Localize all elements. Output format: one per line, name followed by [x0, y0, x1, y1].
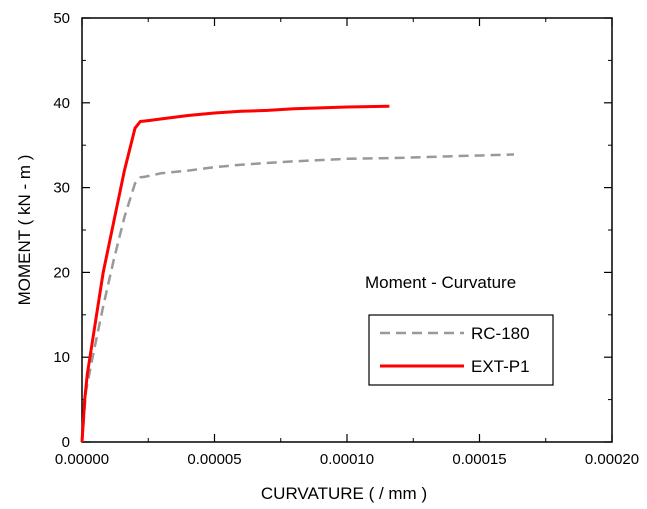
chart-annotation: Moment - Curvature [365, 273, 516, 292]
legend-label-rc-180: RC-180 [471, 324, 530, 343]
y-tick-label: 30 [53, 180, 70, 197]
legend-label-ext-p1: EXT-P1 [471, 357, 530, 376]
x-tick-label: 0.00000 [55, 451, 109, 468]
series-lines [80, 104, 515, 443]
legend-box [368, 314, 554, 386]
x-tick-label: 0.00005 [187, 451, 241, 468]
y-tick-label: 20 [53, 264, 70, 281]
y-tick-label: 50 [53, 10, 70, 27]
x-axis-label: CURVATURE ( / mm ) [261, 484, 427, 503]
series-line-ext-p1 [80, 104, 390, 443]
x-tick-label: 0.00010 [320, 451, 374, 468]
x-tick-label: 0.00020 [585, 451, 639, 468]
axis-ticks: 0.00000 0.00005 0.00010 0.00015 0.00020 0 10 20… [53, 10, 639, 468]
y-axis-label: MOMENT ( kN - m ) [15, 155, 34, 306]
y-tick-label: 40 [53, 95, 70, 112]
y-tick-label: 0 [62, 434, 70, 451]
y-tick-label: 10 [53, 349, 70, 366]
x-tick-label: 0.00015 [452, 451, 506, 468]
series-line-rc-180 [80, 153, 515, 443]
